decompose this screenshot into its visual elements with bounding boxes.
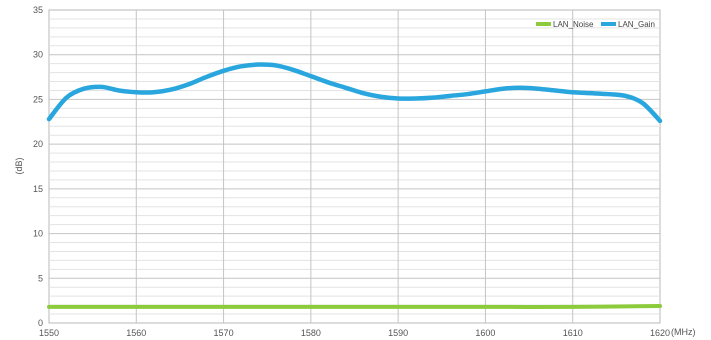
x-tick-label: 1620 <box>650 328 670 338</box>
x-tick-label: 1560 <box>126 328 146 338</box>
series-layer <box>46 62 663 309</box>
x-tick-label: 1580 <box>301 328 321 338</box>
series-line-lan-noise <box>47 304 662 309</box>
y-axis-title: (dB) <box>14 157 24 174</box>
legend-label: LAN_Gain <box>618 20 655 29</box>
x-tick-label: 1600 <box>475 328 495 338</box>
legend-label: LAN_Noise <box>553 20 594 29</box>
x-tick-label: 1550 <box>39 328 59 338</box>
x-tick-label: 1610 <box>563 328 583 338</box>
y-tick-label: 15 <box>33 184 43 194</box>
plot-area <box>48 9 661 324</box>
x-axis-title: (MHz) <box>671 327 696 337</box>
y-tick-label: 25 <box>33 94 43 104</box>
grid <box>48 9 661 324</box>
y-tick-label: 35 <box>33 5 43 15</box>
x-tick-label: 1590 <box>388 328 408 338</box>
y-tick-label: 20 <box>33 139 43 149</box>
legend: LAN_Noise LAN_Gain <box>536 20 655 29</box>
y-tick-label: 5 <box>38 273 43 283</box>
y-tick-label: 0 <box>38 318 43 328</box>
y-tick-label: 10 <box>33 229 43 239</box>
x-tick-label: 1570 <box>214 328 234 338</box>
series-line-lan-gain <box>46 62 663 124</box>
y-tick-label: 30 <box>33 50 43 60</box>
tick-labels: 0 5 10 15 20 25 30 35 1550 1560 1570 1580 1590 1600 16… <box>33 5 670 338</box>
